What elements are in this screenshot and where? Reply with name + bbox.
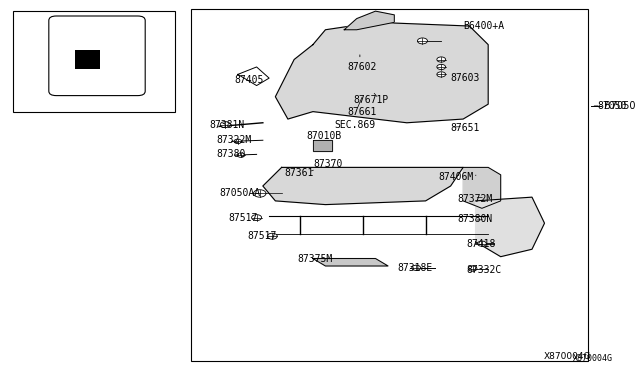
FancyBboxPatch shape <box>49 16 145 96</box>
Circle shape <box>234 139 241 144</box>
Text: 87602: 87602 <box>348 62 377 72</box>
Text: 87381N: 87381N <box>210 120 245 129</box>
Text: X870004G: X870004G <box>573 354 613 363</box>
Circle shape <box>468 266 477 271</box>
Text: 87375M: 87375M <box>298 254 333 263</box>
Circle shape <box>417 38 428 44</box>
Text: 87318E: 87318E <box>397 263 433 273</box>
FancyBboxPatch shape <box>191 9 588 361</box>
Circle shape <box>412 265 420 270</box>
Text: 87661: 87661 <box>348 107 377 116</box>
Text: 87671P: 87671P <box>354 96 389 105</box>
Text: 87603: 87603 <box>451 73 480 83</box>
Text: B6400+A: B6400+A <box>463 21 504 31</box>
Circle shape <box>253 190 266 197</box>
Circle shape <box>437 64 445 70</box>
Circle shape <box>268 233 277 239</box>
Text: 87050: 87050 <box>598 101 627 111</box>
Text: 87361: 87361 <box>285 168 314 178</box>
Polygon shape <box>313 259 388 266</box>
Text: 87418: 87418 <box>467 239 495 248</box>
Text: 87372M: 87372M <box>457 194 492 204</box>
Text: 87380: 87380 <box>216 150 245 159</box>
Polygon shape <box>275 22 488 123</box>
Polygon shape <box>476 197 545 257</box>
FancyBboxPatch shape <box>13 11 175 112</box>
Circle shape <box>437 72 445 77</box>
Circle shape <box>437 57 445 62</box>
FancyBboxPatch shape <box>75 50 100 69</box>
Text: B7050: B7050 <box>604 101 636 111</box>
Text: 87517: 87517 <box>247 231 276 241</box>
Text: 87332C: 87332C <box>467 265 502 275</box>
Polygon shape <box>263 167 463 205</box>
Polygon shape <box>463 167 500 208</box>
Text: 87322M: 87322M <box>216 135 251 144</box>
Circle shape <box>252 215 262 221</box>
Text: 87517: 87517 <box>228 213 258 222</box>
Circle shape <box>220 122 230 128</box>
Text: 87010B: 87010B <box>307 131 342 141</box>
Text: 87651: 87651 <box>451 124 480 133</box>
Text: 87370: 87370 <box>313 159 342 169</box>
Text: 87406M: 87406M <box>438 172 474 182</box>
Text: 87050AA: 87050AA <box>219 189 260 198</box>
Circle shape <box>477 241 486 246</box>
Circle shape <box>237 153 244 157</box>
Polygon shape <box>313 140 332 151</box>
Text: X870004G: X870004G <box>544 352 591 361</box>
Text: 87380N: 87380N <box>457 215 492 224</box>
Polygon shape <box>344 11 394 30</box>
Text: SEC.869: SEC.869 <box>335 120 376 129</box>
Text: 87405: 87405 <box>235 75 264 85</box>
